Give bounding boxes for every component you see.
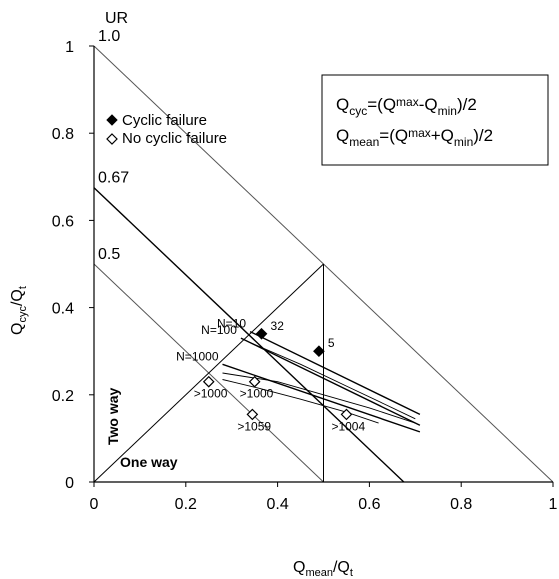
contour-curve	[222, 372, 416, 424]
cyclic-failure-point	[255, 327, 268, 340]
no-cyclic-failure-point	[202, 375, 215, 388]
formula-box-frame	[321, 74, 549, 166]
cyclic-failure-point	[313, 345, 325, 358]
legend-label-cyclic-failure: Cyclic failure	[122, 112, 207, 129]
x-tick-label: 1	[549, 496, 558, 513]
no-cyclic-failure-point	[340, 408, 353, 421]
chart-labels: 0 0.2 0.4 0.6 0.8 1 0 0.2 0.4 0.6 0.8 1 1.0 0.67 0.5 N=…	[52, 28, 558, 513]
contour-curve	[249, 342, 416, 420]
y-tick-label: 1	[65, 39, 74, 56]
axes	[89, 45, 554, 487]
y-tick-label: 0	[65, 475, 74, 492]
no-cyclic-failure-point	[246, 408, 259, 421]
legend-filled-diamond-icon	[106, 114, 118, 126]
contour-label: N=10	[217, 317, 246, 331]
no-cyclic-failure-point	[248, 375, 261, 388]
one-way-label: One way	[120, 454, 178, 470]
formula-box: Qcyc=(Qmax-Qmin)/2 Qmean=(Qmax+Qmin)/2	[321, 74, 549, 166]
x-tick-label: 0.6	[358, 496, 380, 513]
point-cycle-label: >1000	[194, 387, 228, 401]
point-cycle-label: >1000	[240, 387, 274, 401]
x-axis-label: Qmean/Qt	[293, 559, 353, 579]
formula-line-mean: Qmean=(Qmax+Qmin)/2	[336, 126, 493, 149]
two-way-label: Two way	[105, 387, 121, 445]
y-tick-label: 0.8	[52, 126, 74, 143]
contour-label: N=100	[201, 323, 237, 337]
contour-line	[240, 337, 421, 426]
y-axis-label: Qcyc/Qt	[9, 286, 29, 335]
point-cycle-label: 32	[271, 319, 285, 333]
legend-open-diamond-icon	[106, 133, 118, 145]
ur-line-label: 0.5	[98, 246, 120, 263]
y-tick-label: 0.2	[52, 388, 74, 405]
legend: Cyclic failure No cyclic failure	[106, 112, 227, 147]
ur-line-label: 0.67	[98, 170, 129, 187]
x-tick-label: 0.2	[175, 496, 197, 513]
contour-label: N=1000	[176, 349, 219, 363]
point-cycle-label: >1059	[237, 419, 271, 433]
contour-line	[222, 363, 421, 433]
x-tick-label: 0.8	[450, 496, 472, 513]
point-cycle-label: >1004	[331, 419, 365, 433]
x-tick-label: 0.4	[266, 496, 288, 513]
point-cycle-label: 5	[328, 336, 335, 350]
one-way-two-way-boundary-line	[93, 263, 324, 483]
y-tick-label: 0.6	[52, 213, 74, 230]
formula-line-cyc: Qcyc=(Qmax-Qmin)/2	[336, 95, 477, 118]
ur-header: UR	[105, 10, 128, 27]
ur-line-label: 1.0	[98, 28, 120, 45]
contour-curve	[222, 379, 379, 424]
x-tick-label: 0	[90, 496, 99, 513]
y-tick-label: 0.4	[52, 301, 74, 318]
contour-line	[249, 330, 421, 416]
chart-lines	[93, 45, 554, 483]
chart-marks	[202, 327, 353, 421]
legend-label-no-cyclic-failure: No cyclic failure	[122, 130, 227, 147]
